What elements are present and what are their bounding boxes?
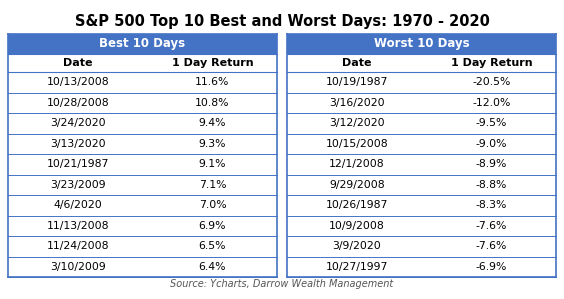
Text: 1 Day Return: 1 Day Return <box>171 58 253 68</box>
Text: 11/13/2008: 11/13/2008 <box>47 221 109 231</box>
Text: -9.0%: -9.0% <box>475 139 507 149</box>
Text: Worst 10 Days: Worst 10 Days <box>374 37 469 51</box>
Text: 10/26/1987: 10/26/1987 <box>326 200 388 210</box>
Bar <box>8 34 277 54</box>
Bar <box>8 72 277 92</box>
Text: 3/9/2020: 3/9/2020 <box>333 241 381 251</box>
Bar <box>8 257 277 277</box>
Text: 10/27/1997: 10/27/1997 <box>326 262 388 272</box>
Text: 9.1%: 9.1% <box>199 159 226 169</box>
Bar <box>8 133 277 154</box>
Text: 1 Day Return: 1 Day Return <box>451 58 532 68</box>
Text: 9.3%: 9.3% <box>199 139 226 149</box>
Text: 6.4%: 6.4% <box>199 262 226 272</box>
Text: Best 10 Days: Best 10 Days <box>99 37 186 51</box>
Bar <box>8 154 277 175</box>
Text: -6.9%: -6.9% <box>476 262 507 272</box>
Text: 3/12/2020: 3/12/2020 <box>329 118 385 128</box>
Text: 10/28/2008: 10/28/2008 <box>47 98 109 108</box>
Bar <box>287 154 556 175</box>
Text: -7.6%: -7.6% <box>476 241 507 251</box>
Text: 3/13/2020: 3/13/2020 <box>50 139 106 149</box>
Text: 10/9/2008: 10/9/2008 <box>329 221 385 231</box>
Bar <box>287 113 556 133</box>
Text: 9/29/2008: 9/29/2008 <box>329 180 385 190</box>
Bar <box>287 257 556 277</box>
Text: 11/24/2008: 11/24/2008 <box>47 241 109 251</box>
Text: -7.6%: -7.6% <box>476 221 507 231</box>
Text: Date: Date <box>63 58 92 68</box>
Text: 10.8%: 10.8% <box>195 98 230 108</box>
Bar <box>287 34 556 54</box>
Text: -8.9%: -8.9% <box>476 159 507 169</box>
Text: 6.5%: 6.5% <box>199 241 226 251</box>
Text: 10/21/1987: 10/21/1987 <box>47 159 109 169</box>
Text: 10/13/2008: 10/13/2008 <box>47 77 109 87</box>
Bar <box>8 113 277 133</box>
Text: 11.6%: 11.6% <box>195 77 230 87</box>
Text: 7.0%: 7.0% <box>199 200 226 210</box>
Bar <box>8 175 277 195</box>
Bar <box>8 54 277 72</box>
Text: 3/10/2009: 3/10/2009 <box>50 262 106 272</box>
Text: 3/24/2020: 3/24/2020 <box>50 118 106 128</box>
Text: Date: Date <box>342 58 372 68</box>
Bar <box>287 175 556 195</box>
Text: 3/23/2009: 3/23/2009 <box>50 180 106 190</box>
Text: Source: Ycharts, Darrow Wealth Management: Source: Ycharts, Darrow Wealth Managemen… <box>170 279 394 289</box>
Text: -20.5%: -20.5% <box>472 77 510 87</box>
Text: 3/16/2020: 3/16/2020 <box>329 98 385 108</box>
Bar <box>8 92 277 113</box>
Bar <box>287 133 556 154</box>
Text: 12/1/2008: 12/1/2008 <box>329 159 385 169</box>
Bar <box>287 236 556 257</box>
Text: 10/19/1987: 10/19/1987 <box>326 77 388 87</box>
Bar <box>8 236 277 257</box>
Text: -12.0%: -12.0% <box>472 98 510 108</box>
Bar <box>287 216 556 236</box>
Bar <box>287 195 556 216</box>
Text: 7.1%: 7.1% <box>199 180 226 190</box>
Text: 9.4%: 9.4% <box>199 118 226 128</box>
Bar <box>287 72 556 92</box>
Text: -8.8%: -8.8% <box>476 180 507 190</box>
Text: S&P 500 Top 10 Best and Worst Days: 1970 - 2020: S&P 500 Top 10 Best and Worst Days: 1970… <box>74 14 490 29</box>
Text: 10/15/2008: 10/15/2008 <box>325 139 388 149</box>
Text: -9.5%: -9.5% <box>476 118 507 128</box>
Bar <box>287 54 556 72</box>
Bar <box>8 216 277 236</box>
Text: 4/6/2020: 4/6/2020 <box>54 200 102 210</box>
Text: 6.9%: 6.9% <box>199 221 226 231</box>
Bar <box>8 195 277 216</box>
Text: -8.3%: -8.3% <box>476 200 507 210</box>
Bar <box>287 92 556 113</box>
